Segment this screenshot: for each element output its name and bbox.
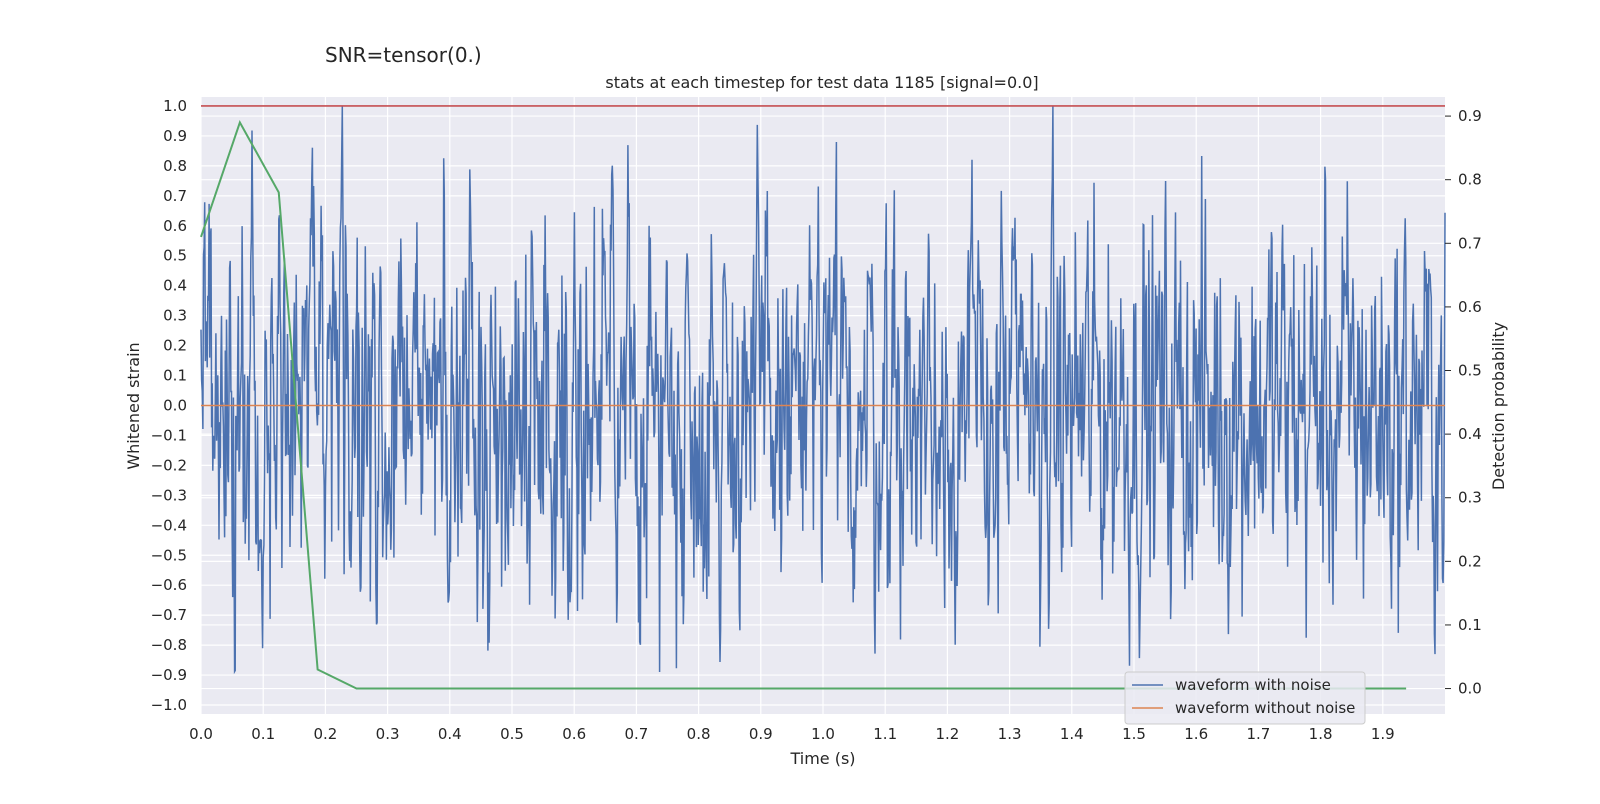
y-tick-label: 0.2 xyxy=(163,337,187,355)
y-tick-label: 1.0 xyxy=(163,97,187,115)
y-tick-label: 0.7 xyxy=(163,187,187,205)
y-tick-label: −1.0 xyxy=(151,696,187,714)
y2-axis-label: Detection probability xyxy=(1489,322,1508,490)
x-tick-label: 0.8 xyxy=(687,725,711,743)
x-tick-label: 0.0 xyxy=(189,725,213,743)
x-tick-label: 0.5 xyxy=(500,725,524,743)
legend: waveform with noise waveform without noi… xyxy=(1124,671,1366,725)
y-tick-label: 0.8 xyxy=(163,157,187,175)
y-tick-label: −0.6 xyxy=(151,576,187,594)
suptitle: SNR=tensor(0.) xyxy=(325,43,482,67)
y2-tick-label: 0.4 xyxy=(1458,425,1482,443)
y-tick-label: −0.4 xyxy=(151,516,187,534)
x-tick-label: 0.9 xyxy=(749,725,773,743)
x-tick-label: 1.4 xyxy=(1060,725,1084,743)
x-tick-label: 0.4 xyxy=(438,725,462,743)
y2-tick-label: 0.3 xyxy=(1458,489,1482,507)
x-tick-label: 1.0 xyxy=(811,725,835,743)
y-tick-label: −0.5 xyxy=(151,546,187,564)
x-tick-label: 1.8 xyxy=(1309,725,1333,743)
x-tick-labels: 0.0 0.1 0.2 0.3 0.4 0.5 0.6 0.7 0.8 0.9 1.0 1.1 1.2 1… xyxy=(189,725,1395,743)
y2-tick-label: 0.8 xyxy=(1458,171,1482,189)
chart-title: stats at each timestep for test data 118… xyxy=(605,73,1038,92)
x-tick-label: 1.5 xyxy=(1122,725,1146,743)
x-tick-label: 1.6 xyxy=(1184,725,1208,743)
y-tick-label: 0.5 xyxy=(163,247,187,265)
y-axis-label: Whitened strain xyxy=(124,342,143,469)
x-axis-label: Time (s) xyxy=(789,749,855,768)
y-tick-label: −0.8 xyxy=(151,636,187,654)
y2-tick-label: 0.1 xyxy=(1458,616,1482,634)
noise-waveform-line xyxy=(200,105,1446,675)
y-tick-label: −0.3 xyxy=(151,486,187,504)
x-tick-label: 0.2 xyxy=(313,725,337,743)
x-tick-label: 1.9 xyxy=(1371,725,1395,743)
x-tick-label: 0.6 xyxy=(562,725,586,743)
legend-label-clean: waveform without noise xyxy=(1175,699,1355,717)
y2-tick-label: 0.9 xyxy=(1458,107,1482,125)
y2-tick-label: 0.7 xyxy=(1458,234,1482,252)
y-tick-label: −0.7 xyxy=(151,606,187,624)
y2-tick-label: 0.6 xyxy=(1458,298,1482,316)
y-tick-label: 0.9 xyxy=(163,127,187,145)
x-tick-label: 1.7 xyxy=(1246,725,1270,743)
x-tick-label: 1.2 xyxy=(935,725,959,743)
series-waveform-with-noise xyxy=(200,105,1446,675)
y-tick-label: 0.4 xyxy=(163,277,187,295)
y2-tick-label: 0.2 xyxy=(1458,552,1482,570)
y2-tick-labels: 0.9 0.8 0.7 0.6 0.5 0.4 0.3 0.2 0.1 0.0 xyxy=(1445,107,1482,698)
x-tick-label: 1.1 xyxy=(873,725,897,743)
y-tick-label: 0.1 xyxy=(163,367,187,385)
x-tick-label: 0.1 xyxy=(251,725,275,743)
y2-tick-label: 0.5 xyxy=(1458,362,1482,380)
x-tick-label: 0.7 xyxy=(624,725,648,743)
x-tick-label: 0.3 xyxy=(376,725,400,743)
y-tick-labels: 1.0 0.9 0.8 0.7 0.6 0.5 0.4 0.3 0.2 0.1 0.0 −0.1 −0.… xyxy=(151,97,187,714)
y-tick-label: 0.3 xyxy=(163,307,187,325)
x-tick-label: 1.3 xyxy=(998,725,1022,743)
legend-box xyxy=(1124,671,1366,725)
y2-tick-label: 0.0 xyxy=(1458,680,1482,698)
y-tick-label: −0.1 xyxy=(151,426,187,444)
y-tick-label: 0.6 xyxy=(163,217,187,235)
y-tick-label: −0.2 xyxy=(151,456,187,474)
y-tick-label: −0.9 xyxy=(151,666,187,684)
y-tick-label: 0.0 xyxy=(163,397,187,415)
legend-label-noise: waveform with noise xyxy=(1175,676,1331,694)
